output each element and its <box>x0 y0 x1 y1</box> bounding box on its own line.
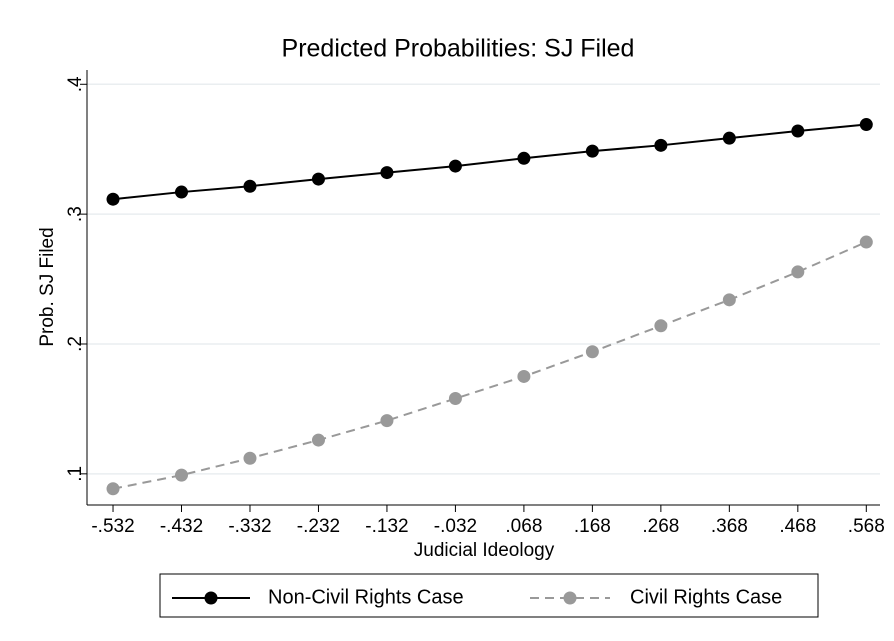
legend-box <box>159 573 819 618</box>
series-line <box>112 241 867 490</box>
y-tick-label: .3 <box>65 206 86 222</box>
x-tick-label: -.032 <box>434 516 477 537</box>
x-tick-label: .568 <box>848 516 885 537</box>
x-axis-title: Judicial Ideology <box>414 540 555 561</box>
legend-label: Civil Rights Case <box>630 586 782 608</box>
point <box>859 118 873 132</box>
x-tick-label: -.132 <box>365 516 408 537</box>
point <box>448 392 462 406</box>
point <box>791 124 805 138</box>
point <box>175 185 189 199</box>
y-axis-title: Prob. SJ Filed <box>37 227 58 346</box>
y-tick-label: .1 <box>65 466 86 482</box>
legend-marker <box>563 591 577 605</box>
x-tick-label: -.432 <box>160 516 203 537</box>
point <box>106 482 120 496</box>
x-tick-label: -.232 <box>297 516 340 537</box>
point <box>243 451 257 465</box>
point <box>585 144 599 158</box>
point <box>106 192 120 206</box>
chart-title: Predicted Probabilities: SJ Filed <box>282 35 635 63</box>
x-tick-label: -.332 <box>228 516 271 537</box>
y-tick-label: .4 <box>65 76 86 92</box>
point <box>654 319 668 333</box>
x-tick-label: .168 <box>574 516 611 537</box>
point <box>243 179 257 193</box>
point <box>859 235 873 249</box>
legend-label: Non-Civil Rights Case <box>268 586 464 608</box>
point <box>585 345 599 359</box>
point <box>791 265 805 279</box>
point <box>517 151 531 165</box>
x-tick-label: .368 <box>711 516 748 537</box>
point <box>311 172 325 186</box>
point <box>311 433 325 447</box>
series-line <box>112 123 867 201</box>
point <box>448 159 462 173</box>
point <box>722 293 736 307</box>
x-tick-label: .468 <box>779 516 816 537</box>
point <box>722 131 736 145</box>
x-tick-label: .068 <box>505 516 542 537</box>
point <box>175 468 189 482</box>
legend-marker <box>204 591 218 605</box>
point <box>517 369 531 383</box>
x-tick-label: .268 <box>642 516 679 537</box>
point <box>380 414 394 428</box>
point <box>380 166 394 180</box>
point <box>654 138 668 152</box>
y-tick-label: .2 <box>65 336 86 352</box>
x-tick-label: -.532 <box>91 516 134 537</box>
